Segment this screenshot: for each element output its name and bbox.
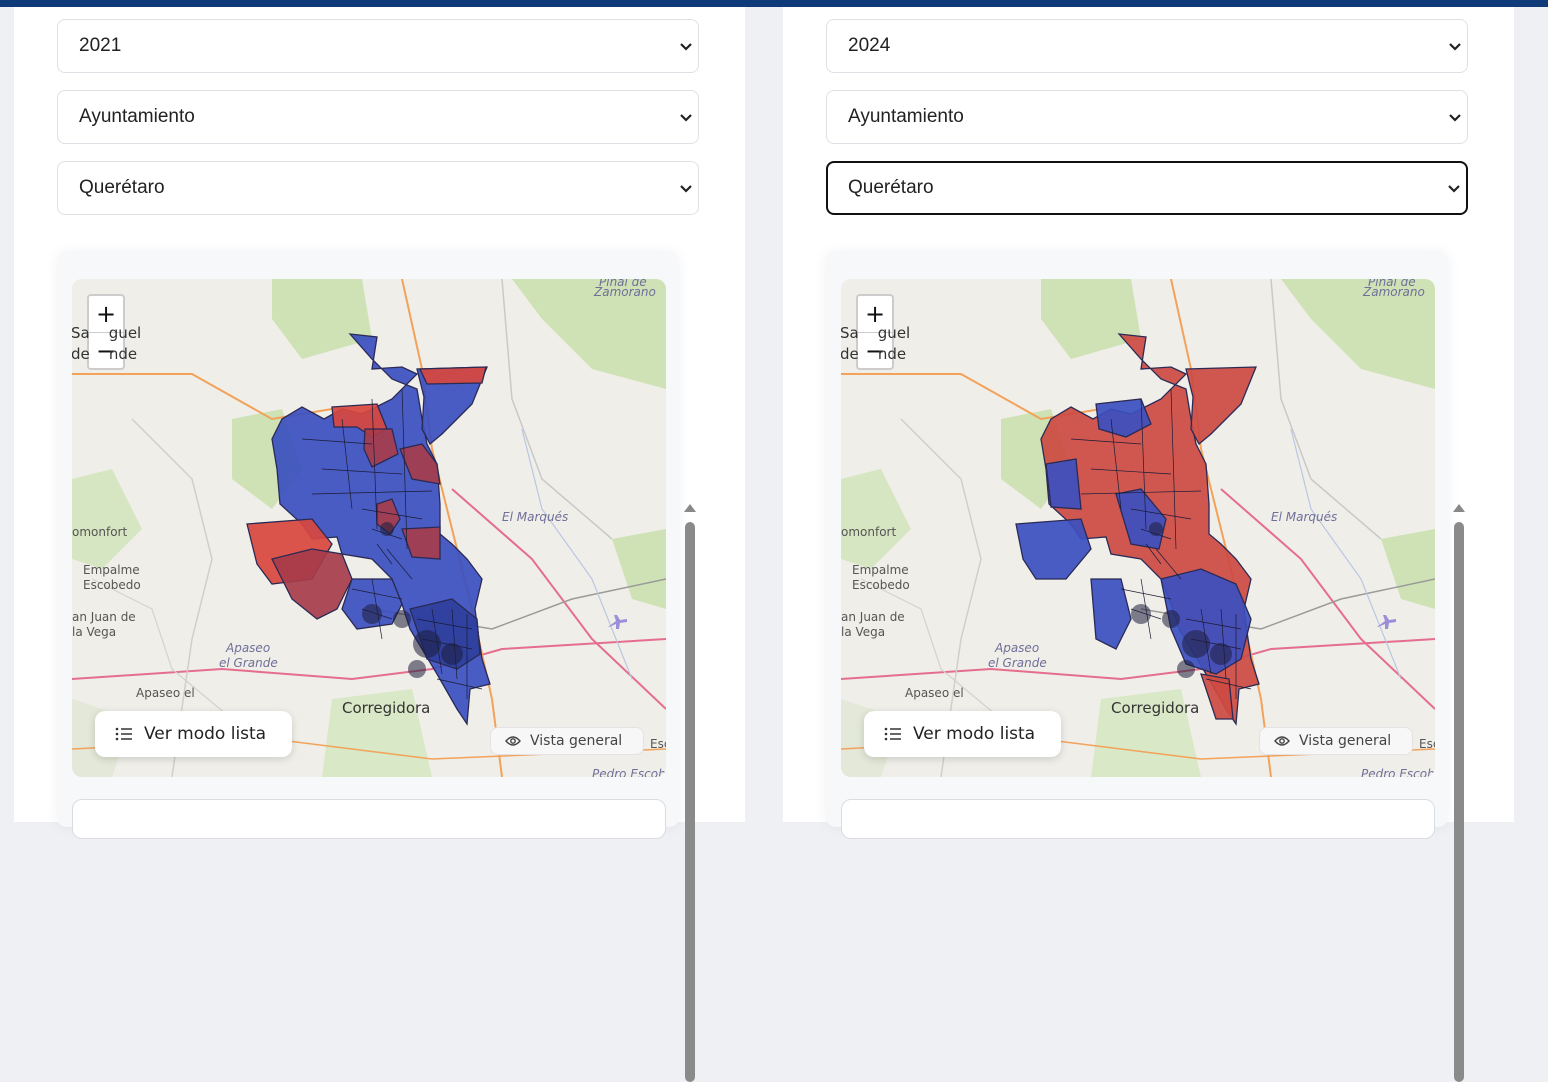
list-view-button-label: Ver modo lista	[144, 724, 267, 744]
map-label: Escobedo	[83, 578, 141, 592]
map-label: Empalme	[83, 563, 140, 577]
top-accent-bar	[0, 0, 1548, 7]
list-icon	[115, 727, 132, 741]
list-icon	[884, 727, 901, 741]
municipality-select-value: Querétaro	[79, 177, 165, 198]
map-label: Corregidora	[1111, 699, 1200, 717]
overview-button[interactable]: Vista general	[1259, 727, 1413, 755]
map-label: an Juan de	[841, 610, 905, 624]
map-label: Escobedo	[852, 578, 910, 592]
list-view-button[interactable]: Ver modo lista	[95, 711, 292, 757]
year-select-value: 2021	[79, 35, 122, 56]
map-label: an Juan de	[72, 610, 136, 624]
year-select[interactable]: 2024	[826, 19, 1468, 73]
scrollbar-thumb[interactable]	[1454, 522, 1464, 1082]
year-select-value: 2024	[848, 35, 891, 56]
zoom-out-button[interactable]: −	[95, 337, 117, 365]
map-label: Apaseo	[226, 641, 271, 655]
results-map[interactable]: + − Pinal de Zamorano Sa guel de nde El …	[72, 279, 666, 777]
overview-button-label: Vista general	[530, 733, 623, 749]
map-label: omonfort	[841, 525, 897, 539]
map-label: Esc	[650, 737, 666, 751]
map-label: la Vega	[72, 625, 117, 639]
map-label: Pedro Escob	[1361, 767, 1435, 777]
comparison-panel-right: 2024 Ayuntamiento Querétaro	[783, 7, 1514, 1082]
chevron-down-icon	[680, 114, 692, 122]
chevron-down-icon	[680, 185, 692, 193]
map-label: Empalme	[852, 563, 909, 577]
election-type-select-value: Ayuntamiento	[79, 106, 195, 127]
map-label: Sa guel	[841, 324, 911, 342]
map-label: Apaseo el	[136, 686, 195, 700]
map-label: Pedro Escob	[592, 767, 666, 777]
chevron-down-icon	[1449, 43, 1461, 51]
overview-button-label: Vista general	[1299, 733, 1392, 749]
comparison-panel-left: 2021 Ayuntamiento Querétaro	[14, 7, 745, 1082]
zoom-control: + −	[87, 294, 125, 370]
map-label: la Vega	[841, 625, 886, 639]
search-input[interactable]	[841, 799, 1435, 839]
scroll-up-arrow[interactable]	[684, 504, 696, 512]
list-view-button-label: Ver modo lista	[913, 724, 1036, 744]
map-label: Esc	[1419, 737, 1435, 751]
search-input[interactable]	[72, 799, 666, 839]
eye-icon	[1274, 736, 1290, 746]
chevron-down-icon	[1449, 114, 1461, 122]
map-label: Apaseo el	[905, 686, 964, 700]
zoom-in-button[interactable]: +	[858, 296, 892, 333]
map-card: + − Pinal de Zamorano Sa guel de nde El …	[57, 252, 696, 1082]
map-card: + − Pinal de Zamorano Sa guel de nde El …	[826, 252, 1465, 1082]
chevron-down-icon	[1448, 185, 1460, 193]
map-label: Pinal de	[599, 279, 647, 289]
election-type-select[interactable]: Ayuntamiento	[826, 90, 1468, 144]
municipality-select-value: Querétaro	[848, 177, 934, 198]
map-label: Zamorano	[594, 285, 656, 299]
list-view-button[interactable]: Ver modo lista	[864, 711, 1061, 757]
map-label: omonfort	[72, 525, 128, 539]
election-type-select[interactable]: Ayuntamiento	[57, 90, 699, 144]
map-label: Apaseo	[995, 641, 1040, 655]
municipality-select[interactable]: Querétaro	[57, 161, 699, 215]
zoom-control: + −	[856, 294, 894, 370]
zoom-in-button[interactable]: +	[89, 296, 123, 333]
map-label: Zamorano	[1363, 285, 1425, 299]
map-label: Sa guel	[72, 324, 142, 342]
municipality-select[interactable]: Querétaro	[826, 161, 1468, 215]
map-label: El Marqués	[502, 510, 569, 524]
election-type-select-value: Ayuntamiento	[848, 106, 964, 127]
eye-icon	[505, 736, 521, 746]
overview-button[interactable]: Vista general	[490, 727, 644, 755]
map-label: Corregidora	[342, 699, 431, 717]
map-base-layer	[841, 279, 1435, 777]
map-label: el Grande	[988, 656, 1047, 670]
zoom-out-button[interactable]: −	[864, 337, 886, 365]
year-select[interactable]: 2021	[57, 19, 699, 73]
map-label: de nde	[841, 345, 907, 363]
map-label: El Marqués	[1271, 510, 1338, 524]
map-label: el Grande	[219, 656, 278, 670]
map-label: Pinal de	[1368, 279, 1416, 289]
results-map[interactable]: + − Pinal de Zamorano Sa guel de nde El …	[841, 279, 1435, 777]
scroll-up-arrow[interactable]	[1453, 504, 1465, 512]
chevron-down-icon	[680, 43, 692, 51]
scrollbar-thumb[interactable]	[685, 522, 695, 1082]
map-label: de nde	[72, 345, 138, 363]
